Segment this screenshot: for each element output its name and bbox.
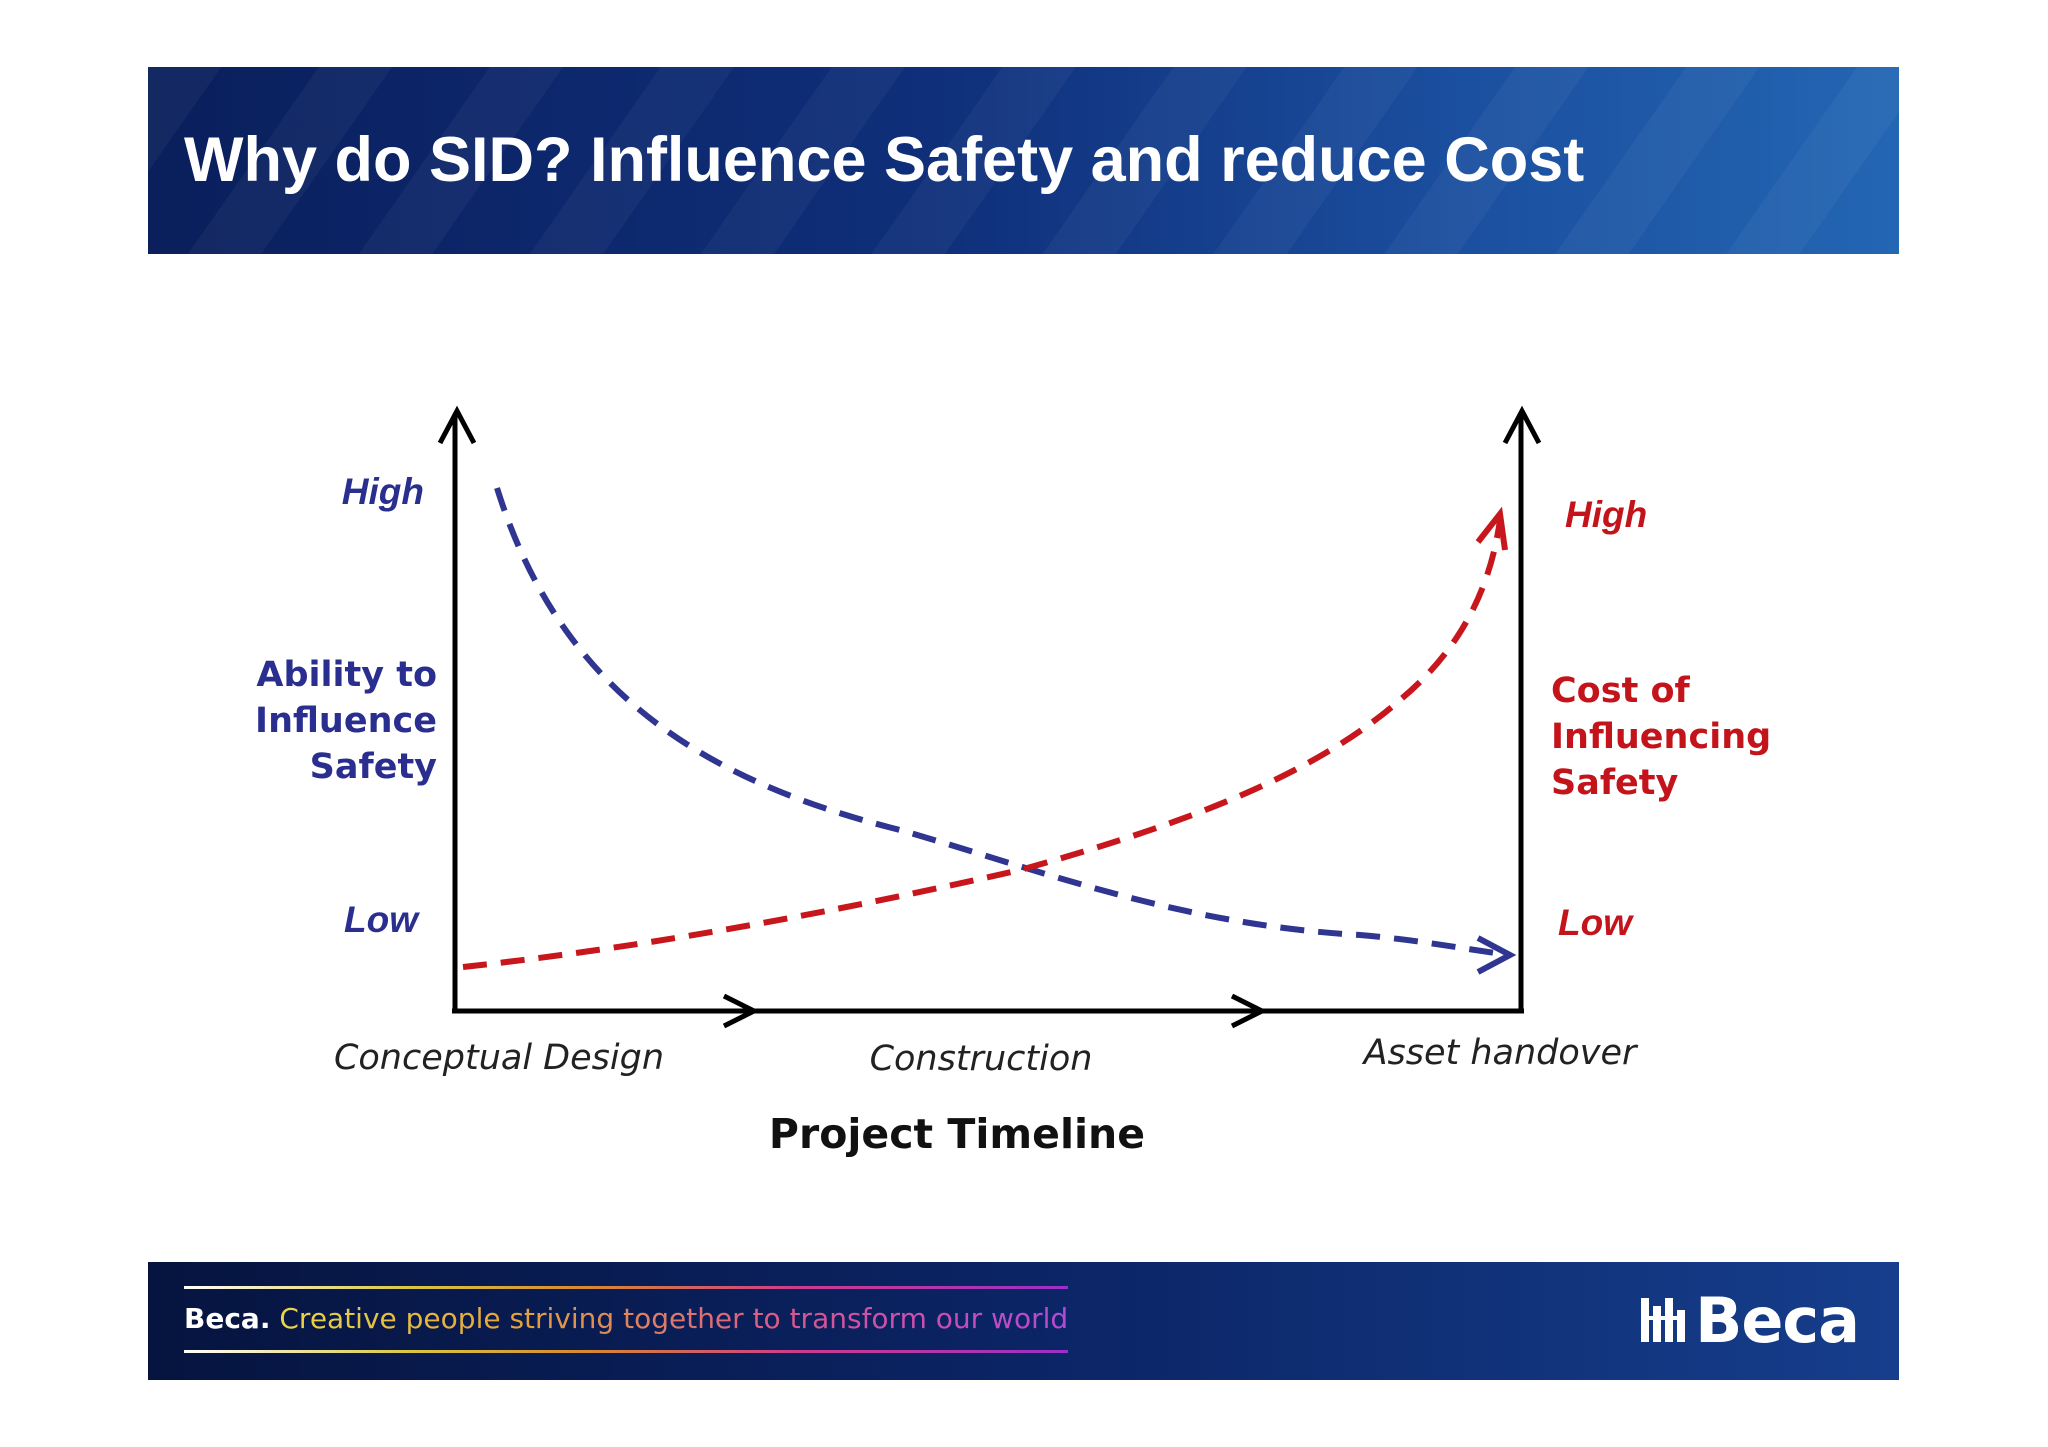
beca-logo: Beca bbox=[1641, 1284, 1860, 1357]
footer-brand-small: Beca. bbox=[184, 1302, 271, 1335]
header-banner: Why do SID? Influence Safety and reduce … bbox=[148, 67, 1899, 254]
stage-construction: Construction bbox=[870, 1039, 1093, 1079]
beca-logo-text: Beca bbox=[1695, 1283, 1860, 1357]
cost-curve bbox=[462, 519, 1503, 970]
beca-mark-icon bbox=[1641, 1298, 1686, 1342]
timeline-arrow-2-icon bbox=[1230, 993, 1268, 1029]
footer-banner: Beca. Creative people striving together … bbox=[148, 1262, 1899, 1380]
right-low-label: Low bbox=[1558, 902, 1634, 943]
left-low-label: Low bbox=[344, 899, 420, 940]
right-high-label: High bbox=[1565, 494, 1647, 535]
right-axis-title-line-3: Safety bbox=[1551, 763, 1679, 803]
left-axis-title-line-3: Safety bbox=[310, 747, 438, 787]
right-axis-arrow-icon bbox=[1502, 405, 1542, 445]
right-axis-title-line-2: Influencing bbox=[1551, 717, 1771, 757]
ability-curve bbox=[494, 487, 1511, 958]
left-axis-title-line-1: Ability to bbox=[256, 655, 437, 695]
left-axis-title-line-2: Influence bbox=[255, 701, 437, 741]
stage-conceptual-design: Conceptual Design bbox=[334, 1038, 664, 1078]
footer-tagline: Beca. Creative people striving together … bbox=[184, 1286, 1069, 1353]
timeline-arrow-1-icon bbox=[722, 993, 760, 1029]
stage-asset-handover: Asset handover bbox=[1362, 1033, 1639, 1073]
timeline-title: Project Timeline bbox=[769, 1110, 1145, 1158]
footer-tagline-text: Creative people striving together to tra… bbox=[279, 1302, 1069, 1335]
left-high-label: High bbox=[342, 471, 424, 512]
cost-curve-arrow-icon bbox=[1475, 506, 1508, 551]
right-axis-title-line-1: Cost of bbox=[1551, 671, 1691, 711]
left-axis-arrow-icon bbox=[437, 405, 477, 445]
slide-title: Why do SID? Influence Safety and reduce … bbox=[184, 125, 1585, 195]
ability-curve-arrow-icon bbox=[1476, 935, 1517, 975]
